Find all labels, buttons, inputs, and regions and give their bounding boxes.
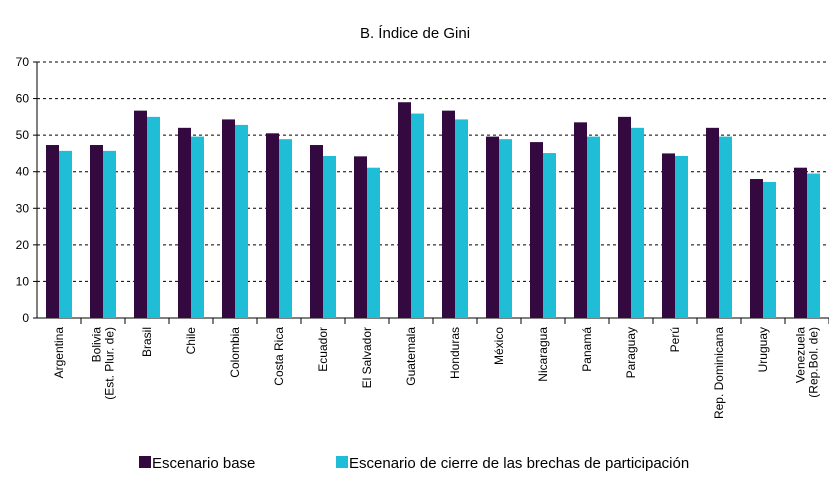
bar [59,150,72,318]
bar [794,167,807,318]
x-tick-label: Brasil [140,327,154,357]
y-tick-label: 0 [22,311,29,325]
y-tick-label: 50 [16,128,30,142]
legend-label: Escenario de cierre de las brechas de pa… [349,455,689,472]
bar [411,113,424,319]
bar [134,110,147,318]
x-tick-label: México [492,327,506,365]
x-tick-label: Honduras [448,327,462,379]
legend-swatch [139,456,151,468]
chart-title: B. Índice de Gini [360,25,470,42]
bar [46,145,59,318]
bar [222,119,235,318]
bar [323,155,336,318]
bar [279,139,292,318]
legend-swatch [336,456,348,468]
x-tick-label: Panamá [580,327,594,372]
y-tick-label: 40 [16,165,30,179]
x-tick-label: Guatemala [404,327,418,386]
bar [178,127,191,318]
bar [706,127,719,318]
x-tick-label: Perú [668,327,682,352]
y-tick-label: 20 [16,238,30,252]
x-tick-label: Venezuela(Rep.Bol. de) [794,327,821,398]
x-tick-label: Chile [184,327,198,355]
bar [618,116,631,318]
y-tick-label: 60 [16,92,30,106]
bar [750,179,763,318]
bar [486,136,499,318]
x-tick-label: Ecuador [316,327,330,372]
bar [90,145,103,318]
x-tick-label: Colombia [228,327,242,378]
bar [147,116,160,318]
bar [398,102,411,318]
bar [499,139,512,318]
x-tick-label: Nicaragua [536,327,550,382]
bar [662,153,675,318]
bar [763,181,776,318]
y-tick-label: 70 [16,55,30,69]
x-tick-label: Costa Rica [272,327,286,386]
bar [574,122,587,318]
y-tick-label: 30 [16,201,30,215]
bar [310,145,323,318]
x-tick-label: Rep. Dominicana [712,327,726,419]
bar [235,124,248,318]
bar [455,119,468,318]
bar [442,110,455,318]
bar [719,136,732,318]
bar [807,173,820,318]
x-tick-label: Argentina [52,327,66,379]
bar [367,167,380,318]
bar [530,142,543,318]
bar [191,136,204,318]
bar [675,155,688,318]
bar [543,153,556,318]
legend-label: Escenario base [152,455,255,472]
x-tick-label: El Salvador [360,327,374,388]
bar [103,150,116,318]
bar [354,156,367,318]
x-tick-label: Paraguay [624,327,638,378]
y-tick-label: 10 [16,274,30,288]
bar [631,127,644,318]
bar [266,133,279,318]
x-tick-label: Uruguay [756,327,770,372]
bar [587,136,600,318]
x-tick-label: Bolivia(Est. Plur. de) [90,327,117,400]
